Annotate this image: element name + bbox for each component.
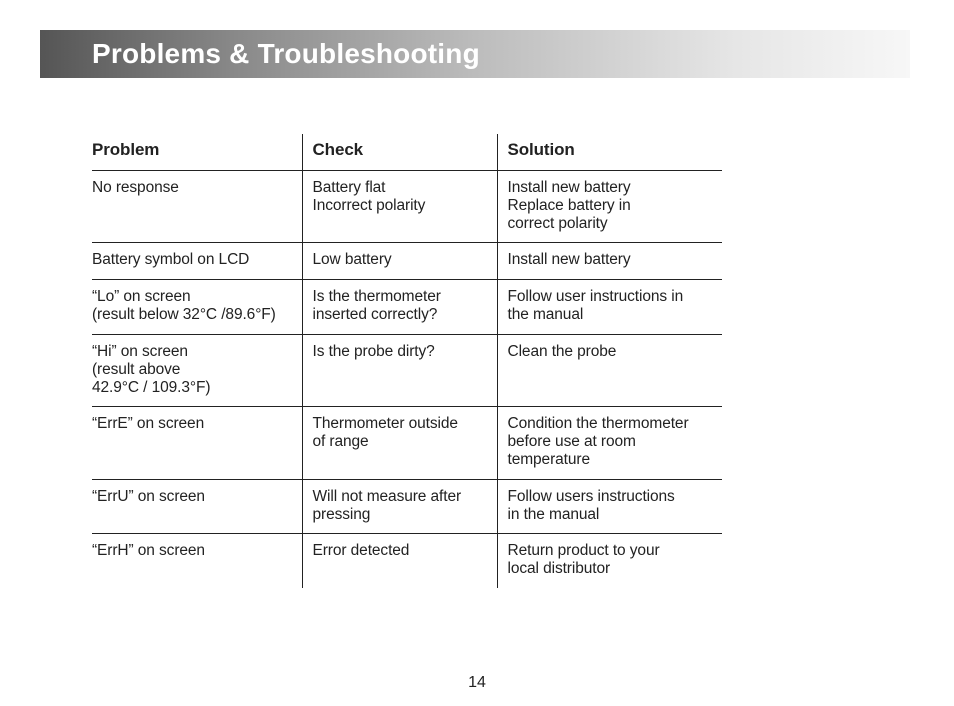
cell-check: Low battery [302,243,497,280]
table-row: “ErrH” on screenError detectedReturn pro… [92,534,722,588]
cell-check: Battery flatIncorrect polarity [302,171,497,243]
col-header-check: Check [302,134,497,171]
table-row: Battery symbol on LCDLow batteryInstall … [92,243,722,280]
cell-solution: Clean the probe [497,334,722,406]
troubleshooting-table: Problem Check Solution No responseBatter… [92,134,722,588]
manual-page: Problems & Troubleshooting Problem Check… [0,30,954,706]
cell-check: Is the probe dirty? [302,334,497,406]
cell-problem: “Lo” on screen(result below 32°C /89.6°F… [92,280,302,335]
cell-solution: Return product to yourlocal distributor [497,534,722,588]
table-header-row: Problem Check Solution [92,134,722,171]
cell-problem: Battery symbol on LCD [92,243,302,280]
cell-problem: “Hi” on screen(result above42.9°C / 109.… [92,334,302,406]
cell-solution: Install new batteryReplace battery incor… [497,171,722,243]
page-title: Problems & Troubleshooting [92,38,480,70]
cell-check: Thermometer outsideof range [302,407,497,479]
cell-problem: No response [92,171,302,243]
table-row: “Hi” on screen(result above42.9°C / 109.… [92,334,722,406]
cell-check: Is the thermometerinserted correctly? [302,280,497,335]
title-bar: Problems & Troubleshooting [40,30,910,78]
cell-problem: “ErrE” on screen [92,407,302,479]
cell-problem: “ErrH” on screen [92,534,302,588]
cell-solution: Install new battery [497,243,722,280]
cell-check: Will not measure afterpressing [302,479,497,534]
col-header-problem: Problem [92,134,302,171]
troubleshooting-table-container: Problem Check Solution No responseBatter… [92,134,722,588]
cell-solution: Condition the thermometerbefore use at r… [497,407,722,479]
table-row: “ErrE” on screenThermometer outsideof ra… [92,407,722,479]
table-row: “Lo” on screen(result below 32°C /89.6°F… [92,280,722,335]
col-header-solution: Solution [497,134,722,171]
cell-problem: “ErrU” on screen [92,479,302,534]
page-number: 14 [0,674,954,692]
cell-check: Error detected [302,534,497,588]
table-row: No responseBattery flatIncorrect polarit… [92,171,722,243]
cell-solution: Follow users instructionsin the manual [497,479,722,534]
table-body: No responseBattery flatIncorrect polarit… [92,171,722,589]
cell-solution: Follow user instructions inthe manual [497,280,722,335]
table-row: “ErrU” on screenWill not measure afterpr… [92,479,722,534]
